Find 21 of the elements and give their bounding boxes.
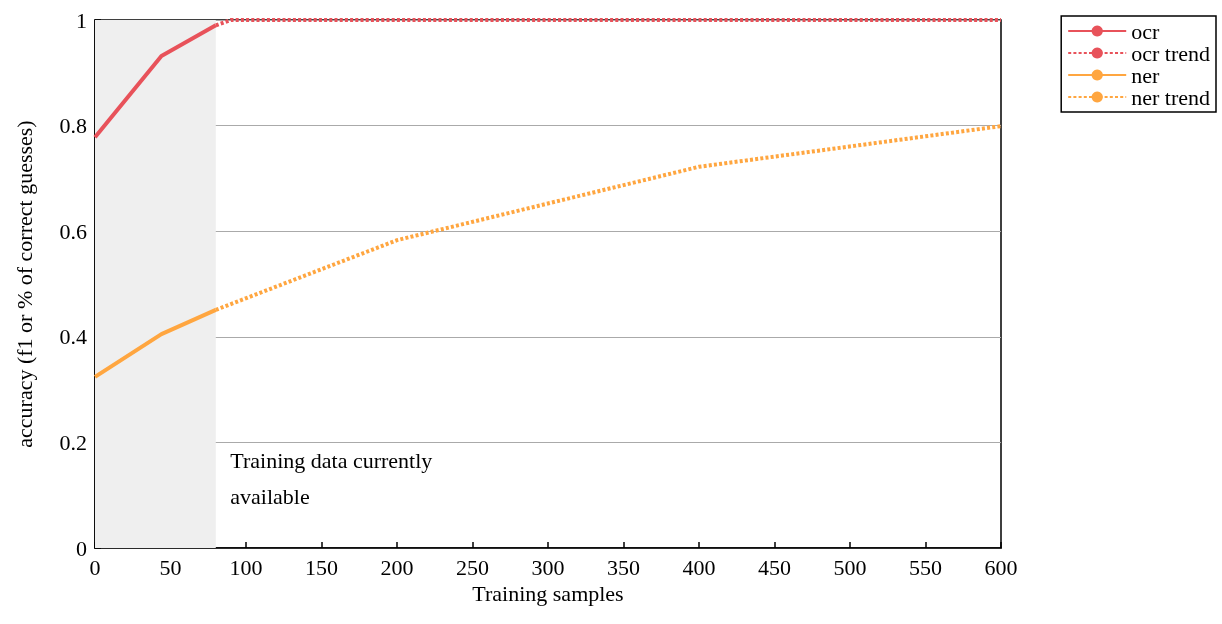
x-tick-label: 150 [305,554,338,580]
y-tick-label: 0.8 [59,113,87,139]
x-tick-label: 100 [229,554,263,580]
y-tick-label: 0.4 [59,324,87,350]
x-tick-label: 50 [159,554,182,580]
y-tick-label: 0.6 [59,218,87,244]
x-tick-label: 450 [758,554,791,580]
x-tick-label: 500 [833,554,867,580]
x-tick-label: 400 [682,554,716,580]
y-tick-label: 0 [76,535,87,561]
x-axis-title: Training samples [472,581,624,607]
x-tick-label: 600 [984,554,1018,580]
y-tick-label: 0.2 [59,429,87,455]
y-axis-title: accuracy (f1 or % of correct guesses) [11,120,37,448]
x-tick-label: 300 [531,554,565,580]
y-tick-label: 1 [76,7,87,33]
x-tick-label: 200 [380,554,414,580]
x-tick-label: 250 [456,554,489,580]
band-label: Training data currently available [230,447,438,509]
x-tick-label: 350 [607,554,640,580]
x-tick-label: 550 [909,554,942,580]
